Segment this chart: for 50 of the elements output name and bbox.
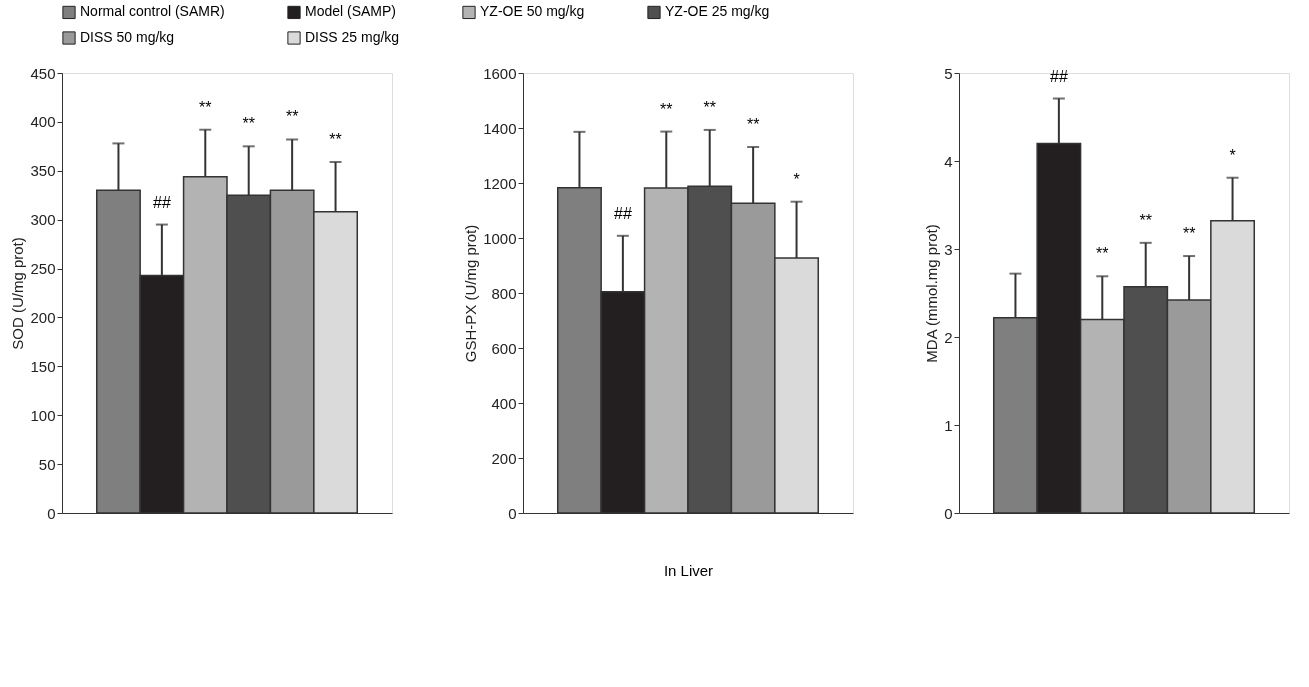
legend-label: Model (SAMP): [305, 3, 397, 20]
annotation: **: [746, 115, 760, 133]
y-tick-label: 200: [491, 449, 517, 467]
y-tick-label: 0: [508, 504, 517, 522]
y-tick-label: 100: [30, 406, 56, 424]
y-tick-label: 150: [30, 357, 56, 375]
annotation: **: [329, 130, 342, 148]
annotation: **: [285, 108, 299, 126]
annotation: **: [1182, 225, 1196, 243]
annotation: *: [793, 170, 800, 188]
y-tick-label: 1: [944, 416, 953, 434]
y-tick-label: 1000: [483, 229, 517, 247]
y-axis-title: MDA (mmol.mg prot): [923, 224, 941, 363]
annotation: **: [1139, 211, 1152, 229]
legend-label: DISS 25 mg/kg: [305, 29, 400, 45]
y-tick-label: 250: [30, 260, 56, 278]
y-tick-label: 2: [944, 328, 953, 346]
annotation: **: [660, 100, 673, 118]
y-tick-label: 400: [30, 113, 56, 131]
y-tick-label: 450: [30, 64, 56, 82]
y-tick-label: 0: [944, 504, 953, 522]
y-tick-label: 200: [30, 308, 56, 326]
legend-label: YZ-OE 25 mg/kg: [665, 3, 770, 20]
x-axis-title: In Liver: [663, 561, 714, 579]
annotation: **: [242, 115, 255, 133]
y-tick-label: 300: [30, 211, 56, 229]
y-tick-label: 350: [30, 162, 56, 180]
y-tick-label: 1600: [483, 64, 517, 82]
annotation: ##: [1049, 67, 1068, 85]
y-axis-title: GSH-PX (U/mg prot): [462, 224, 480, 363]
y-tick-label: 5: [944, 64, 953, 82]
y-tick-label: 400: [491, 394, 517, 412]
y-tick-label: 3: [944, 240, 953, 258]
annotation: ##: [613, 204, 632, 222]
legend-label: DISS 50 mg/kg: [80, 29, 175, 45]
y-tick-label: 1400: [483, 119, 517, 137]
y-tick-label: 4: [944, 152, 953, 170]
y-tick-label: 800: [491, 284, 517, 302]
y-tick-label: 50: [38, 455, 56, 473]
y-tick-label: 1200: [483, 174, 517, 192]
y-tick-label: 0: [47, 504, 56, 522]
y-tick-label: 600: [491, 339, 517, 357]
annotation: **: [703, 98, 716, 116]
legend-label: Normal control (SAMR): [80, 3, 225, 20]
annotation: **: [199, 98, 212, 116]
annotation: **: [1096, 245, 1109, 263]
y-axis-title: SOD (U/mg prot): [9, 237, 27, 350]
annotation: ##: [152, 193, 171, 211]
annotation: *: [1229, 146, 1236, 164]
legend-label: YZ-OE 50 mg/kg: [480, 3, 585, 20]
